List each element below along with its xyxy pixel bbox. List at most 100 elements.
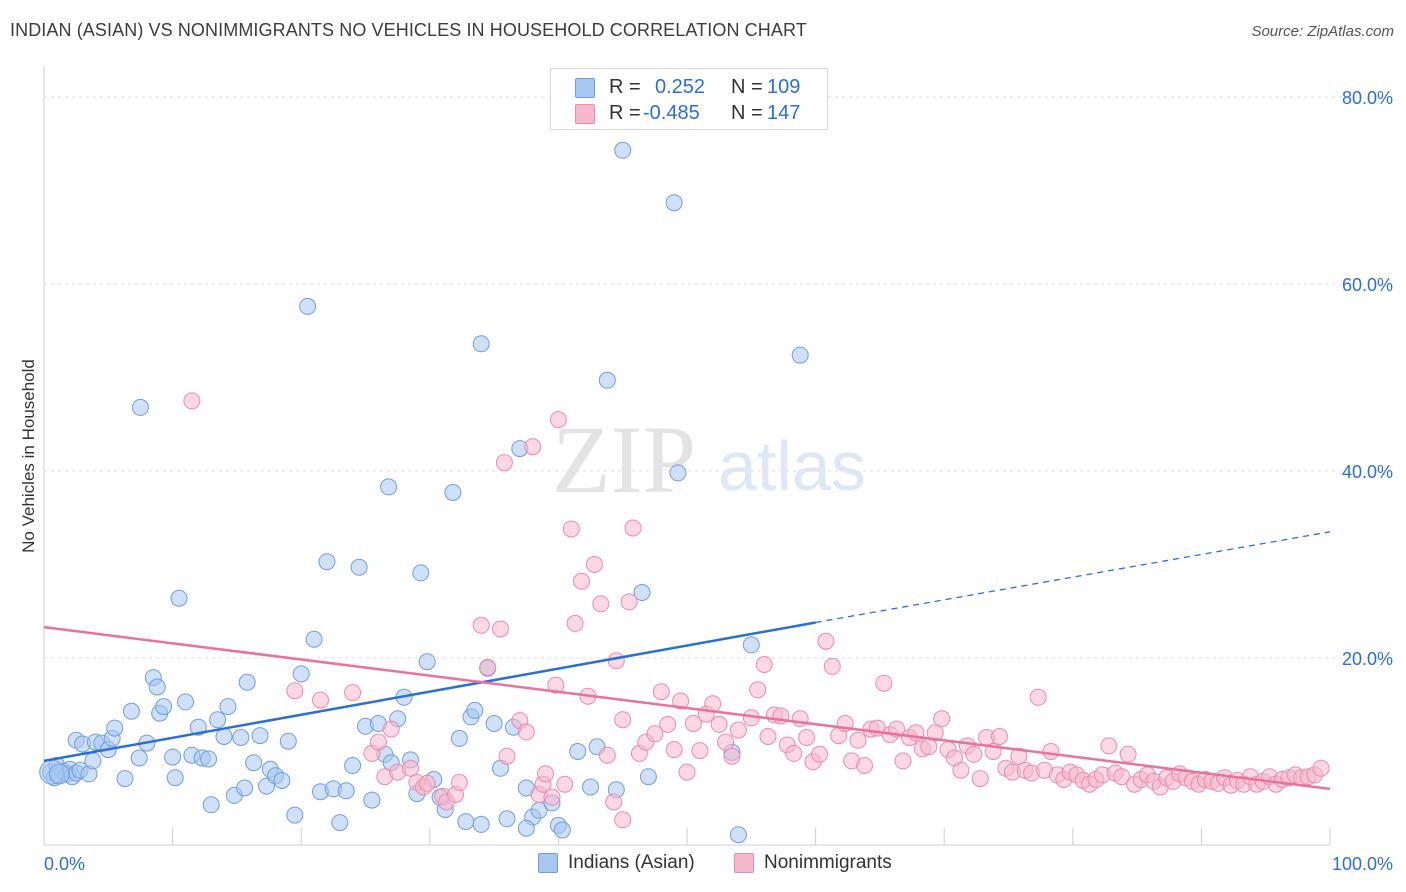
x-tick-label: 100.0% [1332,854,1393,874]
data-point [684,715,702,732]
data-point [209,711,227,729]
data-point [620,593,638,611]
data-point [729,826,747,844]
data-point [299,297,317,315]
data-point [318,553,336,571]
data-point [1029,688,1047,706]
data-point [592,595,610,613]
data-point [418,653,436,671]
data-point [106,719,124,737]
data-point [245,754,263,772]
data-point [524,438,542,456]
data-point [130,749,148,767]
data-point [965,745,983,763]
legend-n-value: 109 [767,76,801,98]
legend-n-label: N = [731,76,763,98]
data-point [652,683,670,701]
data-point [573,572,590,590]
data-point [200,750,218,768]
data-point [665,194,683,212]
data-point [537,765,554,783]
data-point [659,715,677,733]
data-point [344,757,362,774]
data-point [344,684,362,702]
watermark-zip: ZIP [552,406,696,513]
data-point [624,519,642,537]
data-point [971,770,989,788]
data-point [598,371,616,389]
data-point [498,747,516,765]
data-point [785,744,803,762]
data-point [811,745,828,763]
chart-title: INDIAN (ASIAN) VS NONIMMIGRANTS NO VEHIC… [10,20,807,40]
data-point [639,768,657,786]
legend-r-value: -0.485 [643,102,700,124]
data-point [759,728,777,745]
data-point [543,788,561,806]
data-point [286,682,304,700]
data-point [633,584,651,601]
data-point [742,636,760,654]
watermark: ZIP atlas [552,406,866,513]
data-point [566,614,584,632]
y-tick-label: 80.0% [1342,88,1393,108]
data-point [791,710,809,728]
x-tick-label: 0.0% [44,854,85,874]
data-point [122,702,140,720]
data-point [232,729,250,746]
trend-line-indians [43,621,816,763]
data-point [350,558,368,576]
data-point [382,720,400,738]
data-point [1113,768,1131,786]
data-point [614,711,632,729]
data-point [614,811,632,829]
data-point [729,721,747,739]
data-point [605,793,623,811]
correlation-legend: R = 0.252 N = 109 R = -0.485 N = 147 [550,68,828,130]
data-point [236,779,254,797]
data-point [875,674,893,692]
data-point [665,741,683,759]
data-point [849,731,867,749]
data-point [498,810,516,828]
data-point [582,778,599,796]
data-point [202,796,220,814]
data-point [116,770,134,788]
data-point [472,616,490,634]
data-point [444,484,462,501]
legend-swatch-indians [575,78,595,98]
data-point [450,729,468,747]
data-point [926,724,944,742]
data-point [1312,759,1330,777]
series-swatch-nonimmigrants [734,853,754,873]
trend-line-nonimmigrants [43,625,1331,791]
chart-source: Source: ZipAtlas.com [1251,23,1394,40]
data-point [131,398,149,416]
data-point [669,464,687,482]
series-swatch-indians [538,853,558,873]
series-label-nonimmigrants: Nonimmigrants [764,852,892,873]
data-point [755,656,773,673]
data-point [148,678,166,696]
data-point [933,710,951,728]
data-point [562,520,580,538]
data-point [450,773,468,791]
data-point [369,733,387,751]
y-tick-label: 40.0% [1342,462,1393,482]
data-point [991,728,1008,745]
data-point [495,454,513,472]
trend-line-indians-dashed [815,531,1331,624]
data-point [691,742,709,760]
legend-n-value: 147 [767,102,801,124]
data-point [952,761,970,779]
data-point [517,819,535,837]
data-point [457,813,475,831]
data-point [84,752,102,770]
data-point [337,782,355,800]
data-points [39,141,1330,844]
data-point [798,729,816,746]
data-point [215,728,233,745]
data-point [607,652,625,670]
data-point [817,632,835,650]
